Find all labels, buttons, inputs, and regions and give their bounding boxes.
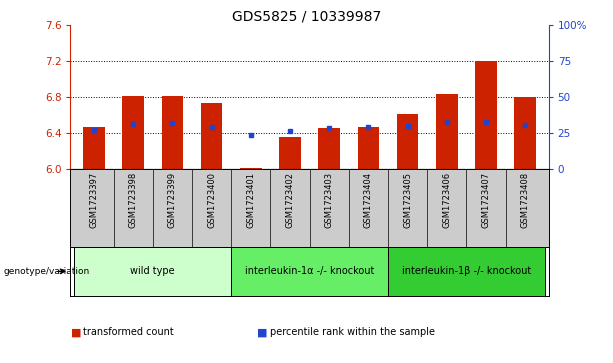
- Bar: [357, 127, 379, 169]
- Bar: [514, 97, 536, 169]
- Bar: [240, 168, 262, 169]
- Text: interleukin-1β -/- knockout: interleukin-1β -/- knockout: [402, 266, 531, 276]
- Bar: [123, 96, 144, 169]
- Bar: [397, 114, 418, 169]
- Bar: [436, 94, 457, 169]
- Text: GSM1723408: GSM1723408: [520, 172, 530, 228]
- Text: genotype/variation: genotype/variation: [3, 267, 89, 276]
- Text: GSM1723404: GSM1723404: [364, 172, 373, 228]
- Text: GDS5825 / 10339987: GDS5825 / 10339987: [232, 9, 381, 23]
- Bar: [201, 103, 223, 169]
- Bar: [475, 61, 497, 169]
- Text: interleukin-1α -/- knockout: interleukin-1α -/- knockout: [245, 266, 375, 276]
- Text: ■: ■: [70, 327, 81, 337]
- Bar: [318, 127, 340, 169]
- Bar: [231, 247, 388, 296]
- Text: GSM1723403: GSM1723403: [325, 172, 333, 228]
- Text: GSM1723398: GSM1723398: [129, 172, 138, 228]
- Text: percentile rank within the sample: percentile rank within the sample: [270, 327, 435, 337]
- Text: GSM1723407: GSM1723407: [481, 172, 490, 228]
- Text: ■: ■: [257, 327, 268, 337]
- Bar: [388, 247, 545, 296]
- Text: GSM1723406: GSM1723406: [442, 172, 451, 228]
- Text: GSM1723397: GSM1723397: [89, 172, 99, 228]
- Text: GSM1723400: GSM1723400: [207, 172, 216, 228]
- Text: GSM1723399: GSM1723399: [168, 172, 177, 228]
- Bar: [74, 247, 231, 296]
- Bar: [83, 127, 105, 169]
- Text: GSM1723401: GSM1723401: [246, 172, 255, 228]
- Text: GSM1723405: GSM1723405: [403, 172, 412, 228]
- Text: wild type: wild type: [131, 266, 175, 276]
- Bar: [162, 96, 183, 169]
- Text: transformed count: transformed count: [83, 327, 173, 337]
- Text: GSM1723402: GSM1723402: [286, 172, 294, 228]
- Bar: [279, 136, 301, 169]
